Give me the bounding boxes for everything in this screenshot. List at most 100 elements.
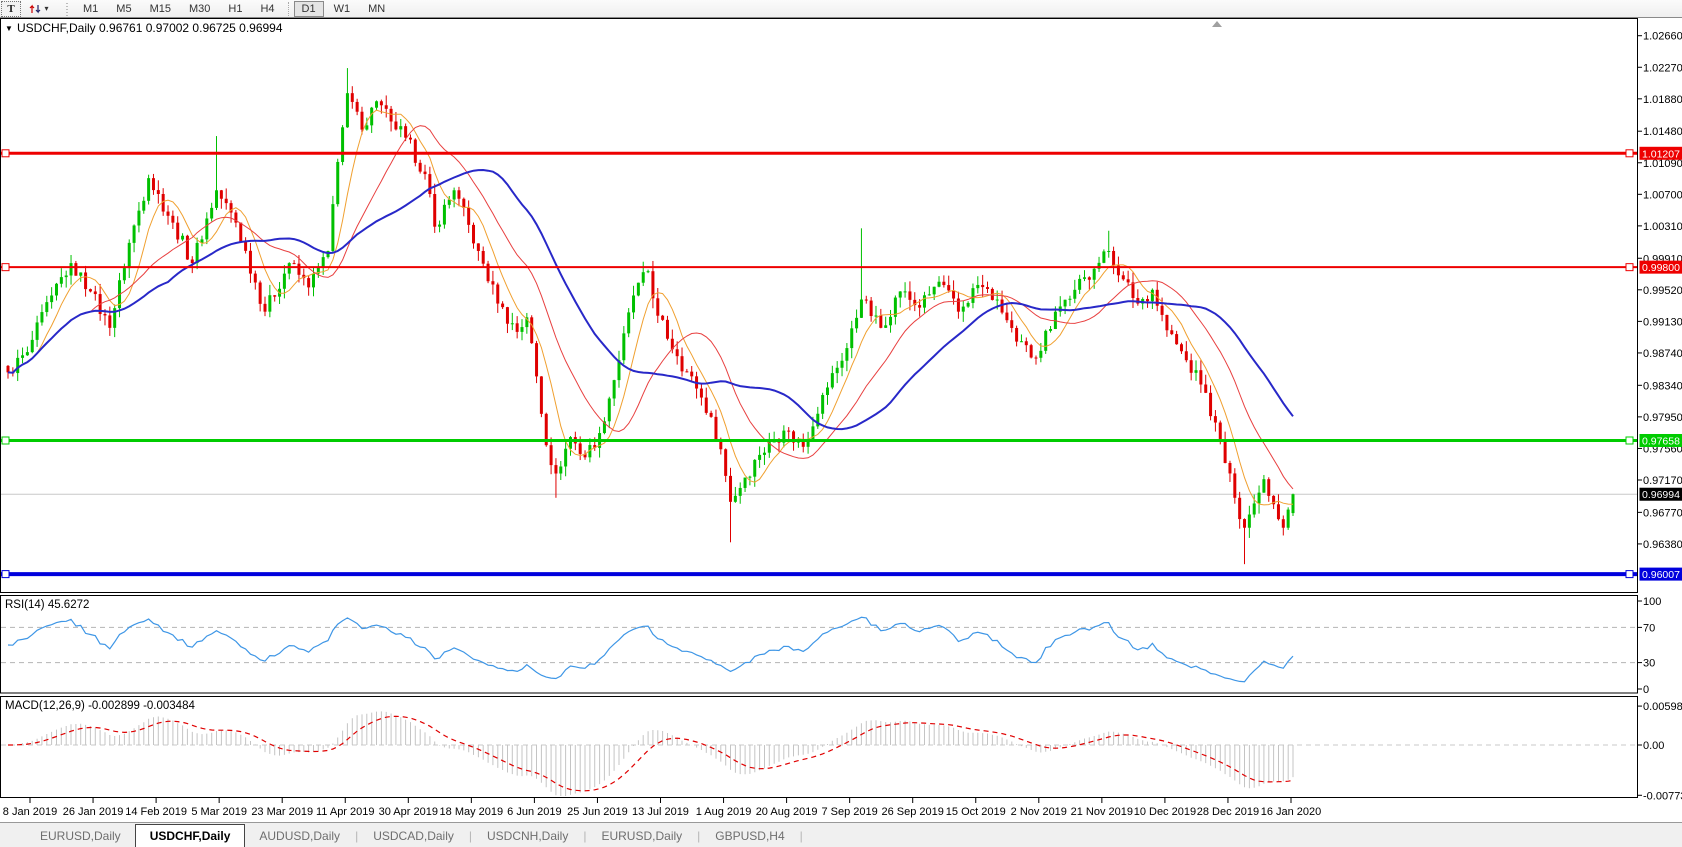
toolbar-grip[interactable]	[64, 1, 70, 16]
chart-ohlc-title: USDCHF,Daily 0.96761 0.97002 0.96725 0.9…	[17, 21, 283, 35]
price-axis[interactable]: 1.02660 1.02270 1.01880 1.01480 1.01090 1.007…	[1638, 31, 1682, 551]
rsi-label: RSI(14) 45.6272	[5, 599, 89, 611]
svg-text:70: 70	[1643, 622, 1655, 634]
svg-text:26 Sep 2019: 26 Sep 2019	[882, 806, 944, 818]
arrows-tool-button[interactable]: ▾	[23, 1, 55, 17]
svg-text:26 Jan 2019: 26 Jan 2019	[63, 806, 124, 818]
svg-text:0.96994: 0.96994	[1642, 489, 1680, 501]
rsi-line	[7, 616, 1294, 683]
macd-signal-line	[8, 715, 1294, 792]
svg-text:100: 100	[1643, 596, 1661, 608]
svg-text:6 Jun 2019: 6 Jun 2019	[507, 806, 561, 818]
toolbar: T ▾ M1 M5 M15 M30 H1 H4 D1 W1 MN	[0, 0, 1682, 18]
svg-text:1.01207: 1.01207	[1642, 148, 1680, 160]
tab-separator: |	[583, 829, 587, 843]
svg-text:-0.007737: -0.007737	[1643, 790, 1682, 802]
chart-tab-bar: EURUSD,Daily USDCHF,Daily AUDUSD,Daily | USD…	[0, 822, 1682, 847]
svg-text:7 Sep 2019: 7 Sep 2019	[822, 806, 878, 818]
chevron-down-icon: ▾	[44, 4, 49, 13]
price-badge-0.96007: 0.96007	[1639, 567, 1682, 581]
svg-text:0.99130: 0.99130	[1643, 316, 1682, 328]
chart-area[interactable]: 1.02660 1.02270 1.01880 1.01480 1.01090 1.007…	[0, 18, 1682, 822]
svg-text:1.01480: 1.01480	[1643, 126, 1682, 138]
svg-text:15 Oct 2019: 15 Oct 2019	[946, 806, 1006, 818]
timeframe-button-m1[interactable]: M1	[83, 2, 99, 15]
hline-handle[interactable]	[1625, 570, 1634, 579]
hline-handle[interactable]	[1, 570, 10, 579]
svg-text:20 Aug 2019: 20 Aug 2019	[756, 806, 818, 818]
svg-text:1 Aug 2019: 1 Aug 2019	[696, 806, 752, 818]
svg-text:0: 0	[1643, 684, 1649, 696]
svg-text:1.00310: 1.00310	[1643, 221, 1682, 233]
price-badge-0.99800: 0.99800	[1639, 260, 1682, 274]
hline-handle[interactable]	[1, 149, 10, 158]
svg-text:0.96770: 0.96770	[1643, 507, 1682, 519]
svg-text:18 May 2019: 18 May 2019	[440, 806, 504, 818]
chart-shift-marker[interactable]	[1212, 21, 1222, 27]
timeframe-button-m30[interactable]: M30	[188, 2, 211, 15]
svg-text:14 Feb 2019: 14 Feb 2019	[125, 806, 187, 818]
moving-average-18	[7, 125, 1294, 490]
svg-text:0.98740: 0.98740	[1643, 348, 1682, 360]
svg-text:23 Mar 2019: 23 Mar 2019	[251, 806, 313, 818]
chart-tab-usdcad-daily[interactable]: USDCAD,Daily	[373, 829, 454, 843]
svg-text:0.96380: 0.96380	[1643, 539, 1682, 551]
hline-handle[interactable]	[1625, 149, 1634, 158]
svg-text:21 Nov 2019: 21 Nov 2019	[1071, 806, 1133, 818]
chart-tab-usdchf-daily[interactable]: USDCHF,Daily	[134, 824, 246, 847]
hline-handle[interactable]	[1625, 263, 1634, 272]
text-label-tool-button[interactable]: T	[1, 0, 21, 17]
symbol-dropdown-icon[interactable]: ▼	[5, 24, 13, 33]
tab-separator: |	[799, 829, 803, 843]
tab-separator: |	[355, 829, 359, 843]
timeframe-button-mn[interactable]: MN	[368, 2, 386, 15]
timeframe-button-d1[interactable]: D1	[293, 0, 324, 17]
candlesticks	[6, 68, 1295, 565]
svg-text:0.98340: 0.98340	[1643, 380, 1682, 392]
chart-title: ▼ USDCHF,Daily 0.96761 0.97002 0.96725 0.…	[5, 21, 283, 35]
svg-text:1.02660: 1.02660	[1643, 31, 1682, 43]
svg-text:0.97950: 0.97950	[1643, 412, 1682, 424]
current-price-badge: 0.96994	[1639, 487, 1682, 501]
svg-text:0.00: 0.00	[1643, 740, 1664, 752]
tab-separator: |	[468, 829, 472, 843]
svg-text:28 Dec 2019: 28 Dec 2019	[1197, 806, 1259, 818]
svg-text:1.00700: 1.00700	[1643, 189, 1682, 201]
timeframe-button-h4[interactable]: H4	[260, 2, 275, 15]
timeframe-button-m5[interactable]: M5	[116, 2, 132, 15]
svg-text:1.01880: 1.01880	[1643, 94, 1682, 106]
svg-text:0.97658: 0.97658	[1642, 435, 1680, 447]
hline-handle[interactable]	[1, 436, 10, 445]
moving-average-7	[7, 109, 1294, 506]
svg-text:16 Jan 2020: 16 Jan 2020	[1261, 806, 1322, 818]
svg-text:0.99800: 0.99800	[1642, 262, 1680, 274]
svg-text:2 Nov 2019: 2 Nov 2019	[1011, 806, 1067, 818]
timeframe-button-h1[interactable]: H1	[228, 2, 243, 15]
hline-handle[interactable]	[1, 263, 10, 272]
svg-text:8 Jan 2019: 8 Jan 2019	[3, 806, 57, 818]
arrows-icon	[30, 4, 41, 13]
svg-text:30: 30	[1643, 658, 1655, 670]
chart-tab-eurusd-daily[interactable]: EURUSD,Daily	[601, 829, 683, 843]
timeframe-button-group: M1 M5 M15 M30 H1 H4 D1 W1 MN	[74, 0, 394, 17]
chart-tab-eurusd-daily[interactable]: EURUSD,Daily	[40, 829, 121, 843]
chart-tab-usdcnh-daily[interactable]: USDCNH,Daily	[487, 829, 569, 843]
text-tool-icon: T	[7, 2, 15, 15]
macd-histogram	[17, 711, 1294, 796]
svg-text:10 Dec 2019: 10 Dec 2019	[1134, 806, 1196, 818]
svg-text:0.005986: 0.005986	[1643, 701, 1682, 713]
timeframe-button-m15[interactable]: M15	[149, 2, 171, 15]
moving-average-34	[7, 168, 1294, 431]
hline-handle[interactable]	[1625, 436, 1634, 445]
svg-text:30 Apr 2019: 30 Apr 2019	[379, 806, 438, 818]
chart-tab-audusd-daily[interactable]: AUDUSD,Daily	[259, 829, 341, 843]
svg-text:1.01090: 1.01090	[1643, 158, 1682, 170]
timeframe-button-w1[interactable]: W1	[333, 2, 351, 15]
macd-label: MACD(12,26,9) -0.002899 -0.003484	[5, 700, 195, 712]
toolbar-separator	[287, 1, 289, 16]
svg-text:0.96007: 0.96007	[1642, 569, 1680, 581]
price-badge-1.01207: 1.01207	[1639, 146, 1682, 160]
chart-tab-gbpusd-h4[interactable]: GBPUSD,H4	[715, 829, 785, 843]
time-axis[interactable]: 8 Jan 2019 26 Jan 2019 14 Feb 2019 5 Mar 20…	[3, 798, 1322, 818]
